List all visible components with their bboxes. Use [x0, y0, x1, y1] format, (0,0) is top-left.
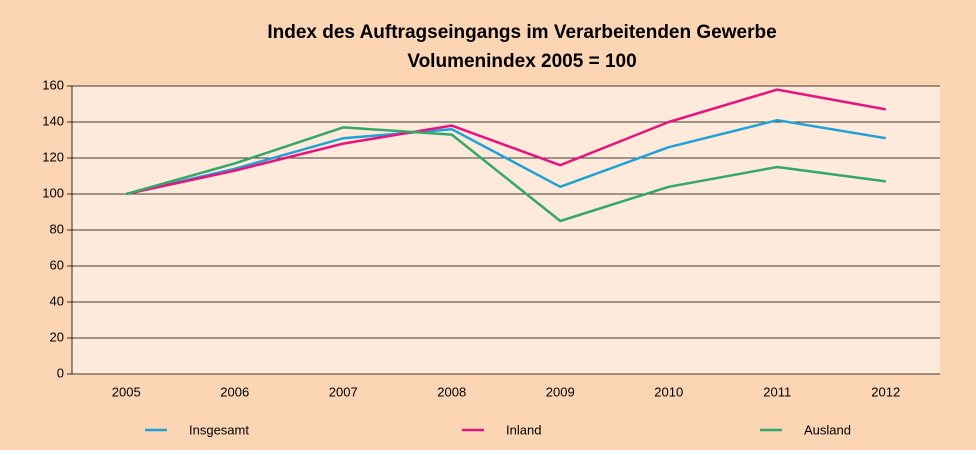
- line-series: [125, 126, 886, 223]
- y-tick-label: 160: [42, 77, 64, 92]
- y-tick-label: 120: [42, 149, 64, 164]
- y-tick-label: 60: [50, 257, 64, 272]
- y-tick-label: 40: [50, 293, 64, 308]
- x-tick-label: 2012: [871, 384, 900, 399]
- line-series: [125, 88, 886, 196]
- chart-title: Index des Auftragseingangs im Verarbeite…: [267, 22, 776, 43]
- y-tick-label: 100: [42, 185, 64, 200]
- x-tick-label: 2007: [329, 384, 358, 399]
- chart-subtitle: Volumenindex 2005 = 100: [407, 51, 636, 72]
- x-tick-label: 2009: [546, 384, 575, 399]
- x-tick-label: 2010: [654, 384, 683, 399]
- legend-label: Ausland: [804, 422, 851, 437]
- x-tick-label: 2008: [437, 384, 466, 399]
- line-series: [125, 118, 886, 196]
- legend-label: Inland: [506, 422, 541, 437]
- legend-label: Insgesamt: [189, 422, 249, 437]
- x-tick-label: 2011: [763, 384, 791, 399]
- y-tick-label: 0: [57, 365, 64, 380]
- x-tick-label: 2005: [112, 384, 141, 399]
- y-tick-label: 140: [42, 113, 64, 128]
- y-tick-label: 80: [50, 221, 64, 236]
- y-tick-label: 20: [50, 329, 64, 344]
- x-tick-label: 2006: [220, 384, 249, 399]
